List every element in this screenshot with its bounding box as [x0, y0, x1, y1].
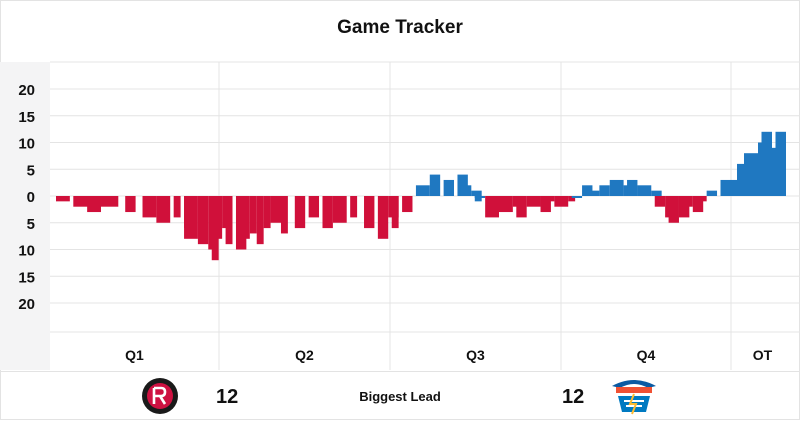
lead-bar [364, 196, 375, 229]
game-tracker-chart: Q1 Q2 Q3 Q4 OT 20 15 10 5 0 5 10 15 20 [18, 61, 800, 370]
y-tick-label: 0 [27, 189, 35, 206]
lead-bar [471, 190, 482, 196]
lead-bar [294, 196, 306, 229]
lead-bar [350, 196, 358, 218]
lead-bar [561, 196, 569, 198]
rockets-logo-icon [142, 378, 178, 414]
lead-bar [526, 196, 541, 207]
lead-bar [554, 196, 569, 207]
lead-bar [211, 196, 223, 239]
biggest-lead-footer [0, 371, 800, 421]
lead-bar [696, 196, 707, 202]
lead-bar [761, 131, 772, 196]
lead-bar [568, 196, 576, 202]
lead-bar [263, 196, 271, 229]
lead-bar [775, 131, 786, 196]
lead-bar [654, 196, 666, 207]
y-tick-label: 15 [18, 109, 35, 126]
period-label: Q1 [125, 347, 144, 363]
lead-bar [585, 190, 600, 196]
lead-bar [415, 185, 430, 196]
lead-bar [429, 174, 441, 196]
lead-bar [322, 196, 333, 229]
lead-bar [627, 179, 638, 196]
lead-bar [474, 196, 482, 202]
y-tick-label: 10 [18, 243, 35, 260]
lead-bar [443, 179, 455, 196]
lead-bar [460, 185, 472, 196]
y-tick-label: 5 [27, 162, 35, 179]
lead-bar [142, 196, 157, 218]
lead-bar [56, 196, 70, 202]
lead-bar [737, 163, 744, 196]
lead-bar [499, 196, 513, 213]
lead-bar [197, 196, 209, 245]
lead-bar [599, 185, 610, 196]
biggest-lead-label: Biggest Lead [359, 389, 441, 404]
lead-bar [474, 196, 486, 198]
period-label: Q2 [295, 347, 314, 363]
lead-bar [682, 196, 693, 207]
lead-bar [125, 196, 136, 213]
thunder-logo-icon [612, 380, 656, 415]
home-biggest-lead-value: 12 [216, 386, 239, 408]
y-tick-label: 10 [18, 136, 35, 153]
lead-bar [692, 196, 704, 213]
lead-bar [308, 196, 320, 218]
lead-bar [485, 196, 499, 218]
period-label: OT [753, 347, 773, 363]
lead-bar [706, 190, 718, 196]
lead-bar [571, 196, 583, 198]
lead-bar [225, 196, 233, 245]
lead-bar [637, 185, 652, 196]
y-tick-label: 15 [18, 269, 35, 286]
lead-bar [540, 196, 551, 213]
lead-bar [97, 196, 119, 207]
period-label: Q4 [637, 347, 656, 363]
lead-bar [73, 196, 91, 207]
lead-bar [651, 190, 662, 196]
lead-bar [242, 196, 250, 239]
lead-bar [332, 196, 347, 223]
lead-bar [173, 196, 181, 218]
lead-bar [391, 196, 399, 229]
lead-bar [609, 179, 624, 196]
lead-bar [543, 196, 555, 202]
lead-bar [235, 196, 247, 250]
y-tick-label: 5 [27, 216, 35, 233]
chart-title: Game Tracker [337, 17, 463, 38]
lead-bar [668, 196, 679, 223]
lead-bar [249, 196, 257, 234]
lead-bar [156, 196, 171, 223]
period-label: Q3 [466, 347, 485, 363]
lead-bar [516, 196, 527, 218]
lead-bar [377, 196, 389, 239]
away-biggest-lead-value: 12 [562, 386, 585, 408]
y-axis-panel [0, 62, 50, 370]
lead-bar [280, 196, 288, 234]
y-tick-label: 20 [18, 296, 35, 313]
lead-bar [256, 196, 264, 245]
y-tick-label: 20 [18, 82, 35, 99]
lead-bar [402, 196, 413, 213]
lead-bar [184, 196, 198, 239]
lead-bar [744, 153, 758, 196]
